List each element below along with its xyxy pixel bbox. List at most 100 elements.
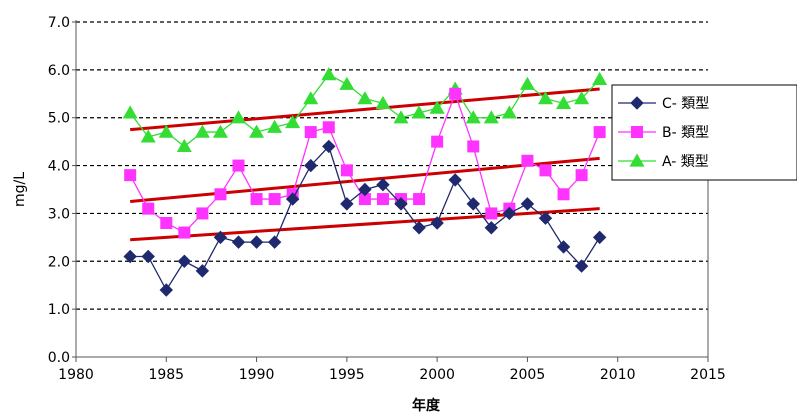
legend-marker [631, 126, 643, 138]
data-point [285, 115, 301, 129]
x-tick-label: 2010 [600, 367, 636, 383]
data-point [122, 105, 138, 119]
y-tick-label: 4.0 [48, 159, 70, 175]
series-layer [122, 67, 608, 297]
legend-label: A- 類型 [662, 154, 709, 170]
data-point [340, 197, 354, 211]
y-tick-label: 6.0 [48, 63, 70, 79]
x-tick-label: 1985 [148, 367, 184, 383]
data-point [322, 121, 335, 134]
data-point [142, 202, 155, 215]
trend-line [130, 207, 600, 242]
data-point [431, 135, 444, 148]
data-point [123, 249, 137, 264]
data-point [358, 182, 372, 197]
data-point [194, 124, 210, 138]
data-point [465, 110, 481, 124]
series-square [124, 87, 606, 239]
data-point [413, 193, 426, 206]
y-tick-label: 3.0 [48, 206, 70, 222]
data-point [449, 87, 462, 100]
y-tick-label: 1.0 [48, 302, 70, 318]
data-point [430, 216, 444, 230]
axes [72, 20, 709, 362]
x-tick-label: 1980 [58, 367, 94, 383]
y-tick-labels: 0.0 1.0 2.0 3.0 4.0 5.0 6.0 7.0 [48, 15, 70, 366]
x-tick-label: 2015 [690, 367, 726, 383]
data-point [485, 207, 498, 220]
data-point [376, 193, 389, 206]
legend-marker [629, 153, 645, 167]
data-point [141, 249, 155, 264]
data-point [339, 76, 355, 90]
data-point [321, 67, 337, 81]
data-point [411, 105, 427, 119]
data-point [556, 240, 571, 254]
x-axis-title: 年度 [412, 397, 441, 414]
data-point [537, 91, 553, 105]
data-point [412, 221, 426, 235]
x-tick-label: 1995 [329, 367, 365, 383]
data-point [575, 169, 588, 182]
data-point [322, 139, 336, 154]
data-point [557, 188, 570, 201]
data-point [267, 119, 283, 133]
data-point [539, 164, 552, 177]
x-tick-labels: 1980 1985 1990 1995 2000 2005 2010 2015 [58, 367, 726, 383]
data-point [212, 124, 228, 138]
data-point [574, 259, 589, 273]
data-point [249, 235, 264, 249]
data-point [593, 126, 606, 139]
y-tick-label: 5.0 [48, 111, 70, 127]
data-point [124, 169, 137, 182]
data-point [483, 110, 499, 124]
trend-line [130, 87, 600, 132]
data-point [556, 95, 572, 109]
data-point [178, 226, 191, 239]
legend-label: C- 類型 [662, 96, 709, 112]
data-point [592, 230, 607, 245]
y-axis-title: mg/L [12, 172, 28, 207]
data-point [267, 235, 282, 249]
data-point [214, 188, 227, 201]
data-point [158, 124, 174, 138]
data-point [538, 211, 553, 225]
data-point [357, 91, 373, 105]
data-point [195, 264, 210, 278]
legend-label: B- 類型 [662, 125, 709, 141]
data-point [304, 158, 318, 173]
data-point [502, 206, 517, 221]
legend: C- 類型 B- 類型 A- 類型 [611, 84, 797, 181]
data-point [574, 91, 590, 105]
legend-marker [630, 96, 644, 110]
data-point [213, 230, 228, 245]
data-point [268, 193, 281, 206]
data-point [375, 95, 391, 109]
y-tick-label: 0.0 [48, 350, 70, 366]
data-point [303, 91, 319, 105]
data-point [159, 283, 173, 297]
data-point [466, 197, 480, 211]
data-point [285, 192, 300, 206]
data-point [448, 173, 462, 187]
data-point [232, 159, 245, 172]
data-point [592, 71, 608, 86]
data-point [484, 221, 499, 235]
data-point [521, 154, 534, 167]
data-point [467, 140, 480, 153]
data-point [177, 254, 192, 268]
series-triangle [122, 67, 608, 153]
data-point [231, 110, 247, 124]
data-point [394, 197, 408, 211]
data-point [519, 76, 535, 90]
data-point [160, 217, 173, 229]
series-diamond [123, 139, 607, 297]
data-point [358, 193, 371, 206]
trend-lines [130, 87, 600, 242]
data-point [250, 193, 263, 206]
x-tick-label: 2000 [419, 367, 455, 383]
data-point [249, 124, 265, 138]
y-tick-label: 2.0 [48, 254, 70, 270]
data-point [520, 197, 535, 211]
data-point [393, 110, 409, 124]
